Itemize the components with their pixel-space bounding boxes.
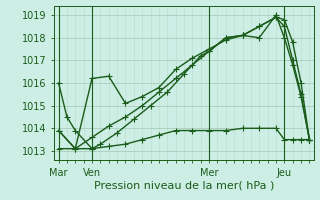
X-axis label: Pression niveau de la mer( hPa ): Pression niveau de la mer( hPa ) [94,180,274,190]
